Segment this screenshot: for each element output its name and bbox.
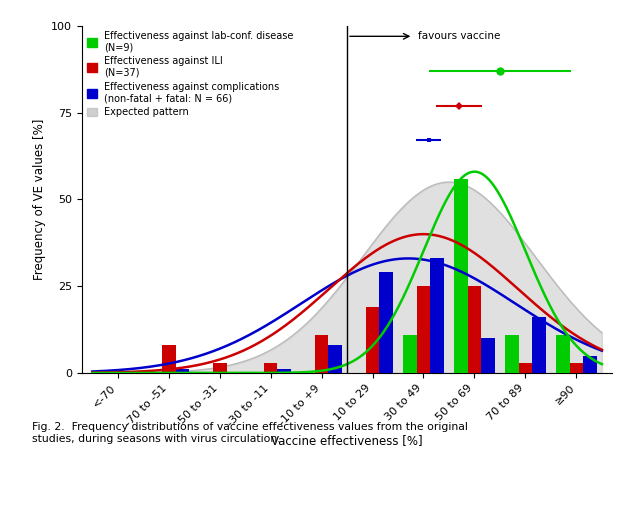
- Bar: [213, 363, 227, 373]
- Bar: [379, 272, 393, 373]
- Bar: [365, 307, 379, 373]
- Bar: [468, 286, 481, 373]
- Bar: [329, 345, 342, 373]
- Bar: [533, 318, 546, 373]
- Bar: [278, 369, 292, 373]
- Bar: [454, 179, 468, 373]
- Bar: [175, 369, 189, 373]
- Bar: [570, 363, 583, 373]
- Bar: [315, 335, 329, 373]
- Bar: [430, 258, 444, 373]
- Bar: [264, 363, 278, 373]
- Legend: Effectiveness against lab-conf. disease
(N=9), Effectiveness against ILI
(N=37),: Effectiveness against lab-conf. disease …: [87, 31, 294, 117]
- Bar: [556, 335, 570, 373]
- Text: Fig. 2.  Frequency distributions of vaccine effectiveness values from the origin: Fig. 2. Frequency distributions of vacci…: [32, 422, 468, 444]
- Bar: [162, 345, 175, 373]
- Bar: [481, 338, 495, 373]
- Bar: [583, 355, 597, 373]
- Bar: [505, 335, 519, 373]
- Bar: [416, 286, 430, 373]
- Y-axis label: Frequency of VE values [%]: Frequency of VE values [%]: [33, 119, 46, 280]
- Bar: [519, 363, 533, 373]
- Text: favours vaccine: favours vaccine: [418, 31, 501, 41]
- Bar: [403, 335, 416, 373]
- X-axis label: Vaccine effectiveness [%]: Vaccine effectiveness [%]: [271, 434, 423, 447]
